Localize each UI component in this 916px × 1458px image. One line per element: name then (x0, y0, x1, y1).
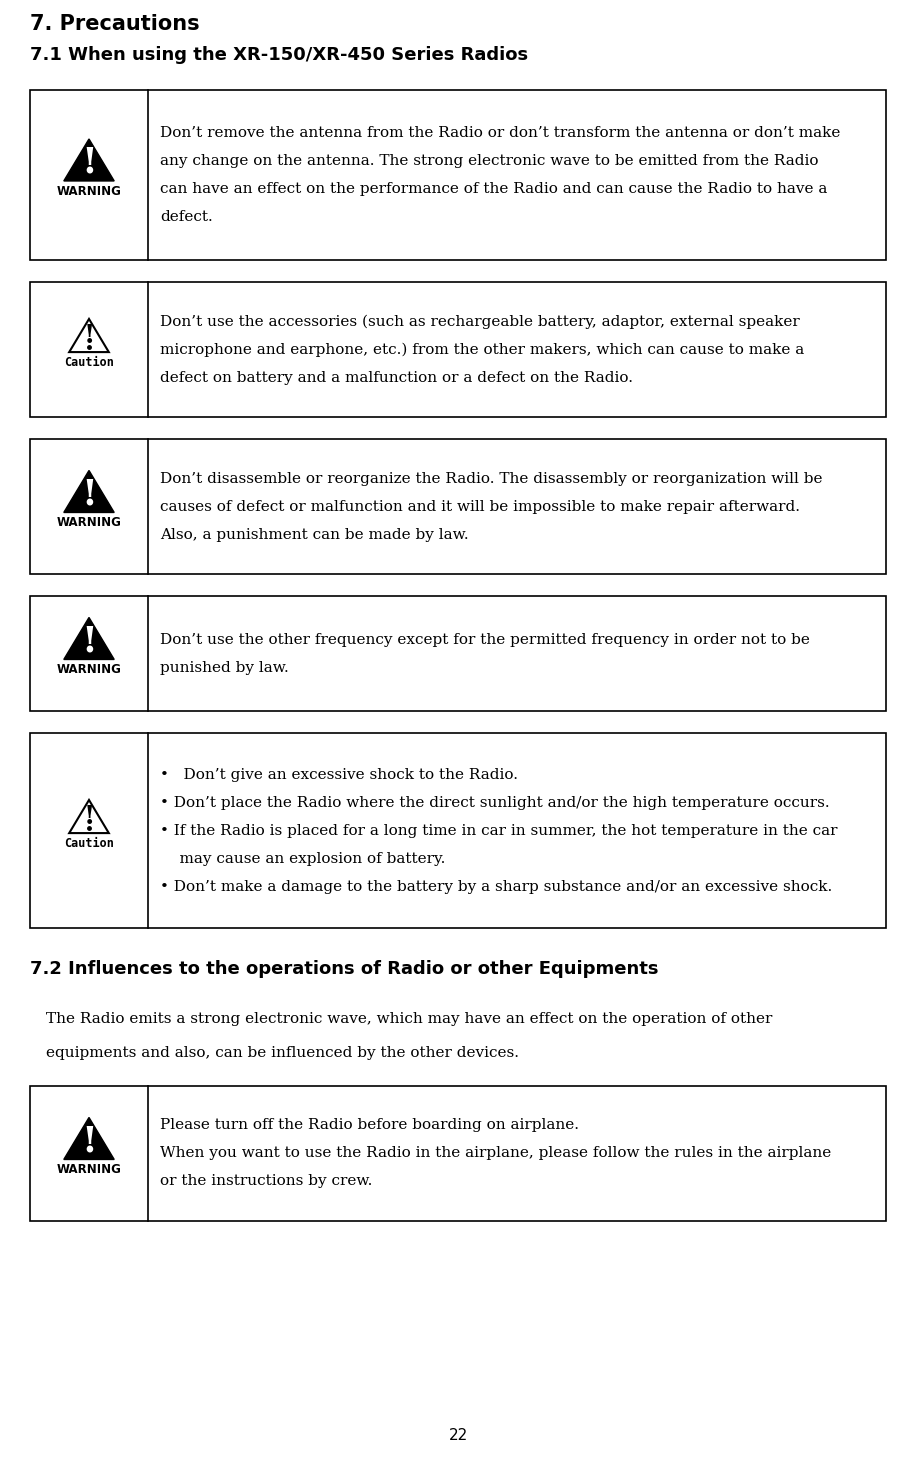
Text: !: ! (81, 1124, 97, 1159)
Polygon shape (70, 319, 109, 351)
Polygon shape (64, 1117, 114, 1159)
Text: WARNING: WARNING (57, 663, 122, 677)
Text: Don’t use the accessories (such as rechargeable battery, adaptor, external speak: Don’t use the accessories (such as recha… (160, 315, 800, 328)
Text: WARNING: WARNING (57, 516, 122, 529)
Text: •   Don’t give an excessive shock to the Radio.: • Don’t give an excessive shock to the R… (160, 767, 518, 781)
Text: The Radio emits a strong electronic wave, which may have an effect on the operat: The Radio emits a strong electronic wave… (46, 1012, 772, 1026)
Text: WARNING: WARNING (57, 1163, 122, 1177)
Text: causes of defect or malfunction and it will be impossible to make repair afterwa: causes of defect or malfunction and it w… (160, 500, 800, 513)
Text: or the instructions by crew.: or the instructions by crew. (160, 1175, 373, 1188)
Polygon shape (64, 139, 114, 181)
Text: defect on battery and a malfunction or a defect on the Radio.: defect on battery and a malfunction or a… (160, 370, 633, 385)
Text: can have an effect on the performance of the Radio and can cause the Radio to ha: can have an effect on the performance of… (160, 182, 827, 195)
FancyBboxPatch shape (30, 733, 886, 927)
Text: punished by law.: punished by law. (160, 660, 289, 675)
Text: !: ! (83, 324, 94, 348)
Text: Don’t disassemble or reorganize the Radio. The disassembly or reorganization wil: Don’t disassemble or reorganize the Radi… (160, 471, 823, 486)
FancyBboxPatch shape (30, 596, 886, 712)
Text: 22: 22 (448, 1429, 468, 1443)
Polygon shape (64, 471, 114, 512)
Text: 7.1 When using the XR-150/XR-450 Series Radios: 7.1 When using the XR-150/XR-450 Series … (30, 47, 529, 64)
Text: • If the Radio is placed for a long time in car in summer, the hot temperature i: • If the Radio is placed for a long time… (160, 824, 837, 837)
Text: • Don’t make a damage to the battery by a sharp substance and/or an excessive sh: • Don’t make a damage to the battery by … (160, 879, 833, 894)
Text: Also, a punishment can be made by law.: Also, a punishment can be made by law. (160, 528, 469, 541)
Text: • Don’t place the Radio where the direct sunlight and/or the high temperature oc: • Don’t place the Radio where the direct… (160, 796, 830, 809)
Polygon shape (64, 617, 114, 659)
Text: Don’t use the other frequency except for the permitted frequency in order not to: Don’t use the other frequency except for… (160, 633, 810, 646)
Text: 7.2 Influences to the operations of Radio or other Equipments: 7.2 Influences to the operations of Radi… (30, 959, 659, 978)
Text: !: ! (81, 146, 97, 179)
Text: !: ! (81, 477, 97, 512)
Text: Please turn off the Radio before boarding on airplane.: Please turn off the Radio before boardin… (160, 1118, 579, 1133)
FancyBboxPatch shape (30, 439, 886, 574)
Text: any change on the antenna. The strong electronic wave to be emitted from the Rad: any change on the antenna. The strong el… (160, 155, 819, 168)
Text: Caution: Caution (64, 837, 114, 850)
Text: 7. Precautions: 7. Precautions (30, 15, 200, 34)
FancyBboxPatch shape (30, 90, 886, 260)
Text: Don’t remove the antenna from the Radio or don’t transform the antenna or don’t : Don’t remove the antenna from the Radio … (160, 125, 840, 140)
Text: Caution: Caution (64, 356, 114, 369)
Text: may cause an explosion of battery.: may cause an explosion of battery. (160, 851, 445, 866)
FancyBboxPatch shape (30, 281, 886, 417)
Text: !: ! (83, 803, 94, 830)
Text: WARNING: WARNING (57, 185, 122, 198)
FancyBboxPatch shape (30, 1086, 886, 1220)
Text: !: ! (81, 624, 97, 659)
Text: When you want to use the Radio in the airplane, please follow the rules in the a: When you want to use the Radio in the ai… (160, 1146, 831, 1161)
Text: defect.: defect. (160, 210, 213, 225)
Polygon shape (70, 800, 109, 833)
Text: equipments and also, can be influenced by the other devices.: equipments and also, can be influenced b… (46, 1045, 519, 1060)
Text: microphone and earphone, etc.) from the other makers, which can cause to make a: microphone and earphone, etc.) from the … (160, 343, 804, 357)
